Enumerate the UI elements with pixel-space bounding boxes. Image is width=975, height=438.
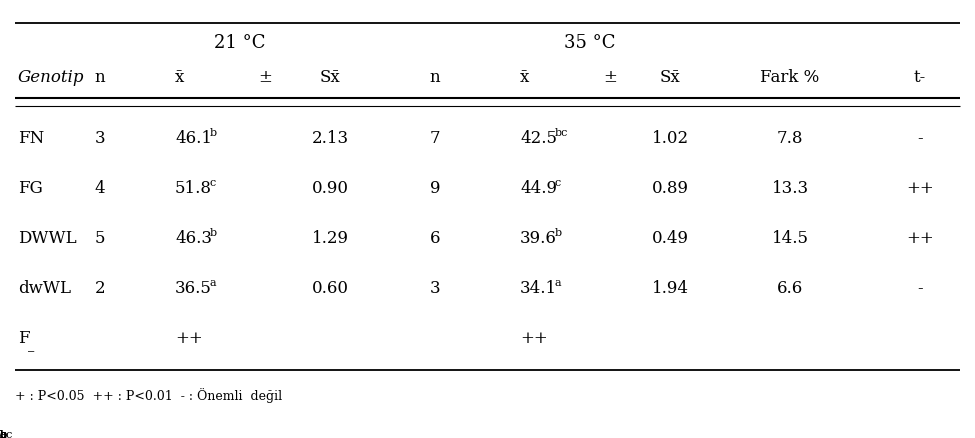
Text: _: _	[28, 339, 34, 352]
Text: 42.5: 42.5	[520, 130, 557, 147]
Text: c: c	[0, 430, 6, 438]
Text: 0.90: 0.90	[311, 180, 348, 197]
Text: b: b	[210, 128, 216, 138]
Text: Sx̄: Sx̄	[320, 70, 340, 86]
Text: -: -	[917, 280, 922, 297]
Text: a: a	[210, 279, 216, 288]
Text: Genotip: Genotip	[18, 70, 85, 86]
Text: F: F	[18, 330, 29, 347]
Text: ++: ++	[520, 330, 548, 347]
Text: 2.13: 2.13	[311, 130, 349, 147]
Text: bc: bc	[0, 430, 14, 438]
Text: 7: 7	[430, 130, 441, 147]
Text: 4: 4	[95, 180, 105, 197]
Text: 2: 2	[95, 280, 105, 297]
Text: 39.6: 39.6	[520, 230, 557, 247]
Text: ++: ++	[906, 180, 934, 197]
Text: dwWL: dwWL	[18, 280, 71, 297]
Text: FN: FN	[18, 130, 44, 147]
Text: c: c	[0, 430, 6, 438]
Text: Sx̄: Sx̄	[660, 70, 681, 86]
Text: 0.49: 0.49	[651, 230, 688, 247]
Text: 51.8: 51.8	[175, 180, 212, 197]
Text: 35 °C: 35 °C	[565, 34, 616, 52]
Text: n: n	[430, 70, 441, 86]
Text: DWWL: DWWL	[18, 230, 77, 247]
Text: -: -	[917, 130, 922, 147]
Text: 44.9: 44.9	[520, 180, 557, 197]
Text: 13.3: 13.3	[771, 180, 808, 197]
Text: ++: ++	[906, 230, 934, 247]
Text: b: b	[210, 228, 216, 238]
Text: 46.3: 46.3	[175, 230, 212, 247]
Text: FG: FG	[18, 180, 43, 197]
Text: 6.6: 6.6	[777, 280, 803, 297]
Text: 1.94: 1.94	[651, 280, 688, 297]
Text: b: b	[0, 430, 7, 438]
Text: 3: 3	[430, 280, 441, 297]
Text: c: c	[210, 178, 215, 188]
Text: 21 °C: 21 °C	[214, 34, 266, 52]
Text: 0.89: 0.89	[651, 180, 688, 197]
Text: a: a	[0, 430, 7, 438]
Text: 14.5: 14.5	[771, 230, 808, 247]
Text: bc: bc	[555, 128, 567, 138]
Text: 46.1: 46.1	[175, 130, 212, 147]
Text: b: b	[0, 430, 7, 438]
Text: 9: 9	[430, 180, 441, 197]
Text: 5: 5	[95, 230, 105, 247]
Text: x̄: x̄	[175, 70, 184, 86]
Text: 7.8: 7.8	[777, 130, 803, 147]
Text: ±: ±	[258, 70, 272, 86]
Text: b: b	[0, 430, 7, 438]
Text: ++: ++	[175, 330, 203, 347]
Text: a: a	[0, 430, 7, 438]
Text: c: c	[555, 178, 561, 188]
Text: 6: 6	[430, 230, 441, 247]
Text: a: a	[555, 279, 562, 288]
Text: t-: t-	[914, 70, 926, 86]
Text: 0.60: 0.60	[311, 280, 348, 297]
Text: Fark %: Fark %	[760, 70, 820, 86]
Text: 3: 3	[95, 130, 105, 147]
Text: b: b	[555, 228, 562, 238]
Text: 36.5: 36.5	[175, 280, 212, 297]
Text: x̄: x̄	[520, 70, 529, 86]
Text: ±: ±	[604, 70, 617, 86]
Text: 34.1: 34.1	[520, 280, 557, 297]
Text: + : P<0.05  ++ : P<0.01  - : Önemli  değil: + : P<0.05 ++ : P<0.01 - : Önemli değil	[15, 388, 282, 403]
Text: n: n	[95, 70, 105, 86]
Text: 1.02: 1.02	[651, 130, 688, 147]
Text: 1.29: 1.29	[311, 230, 348, 247]
